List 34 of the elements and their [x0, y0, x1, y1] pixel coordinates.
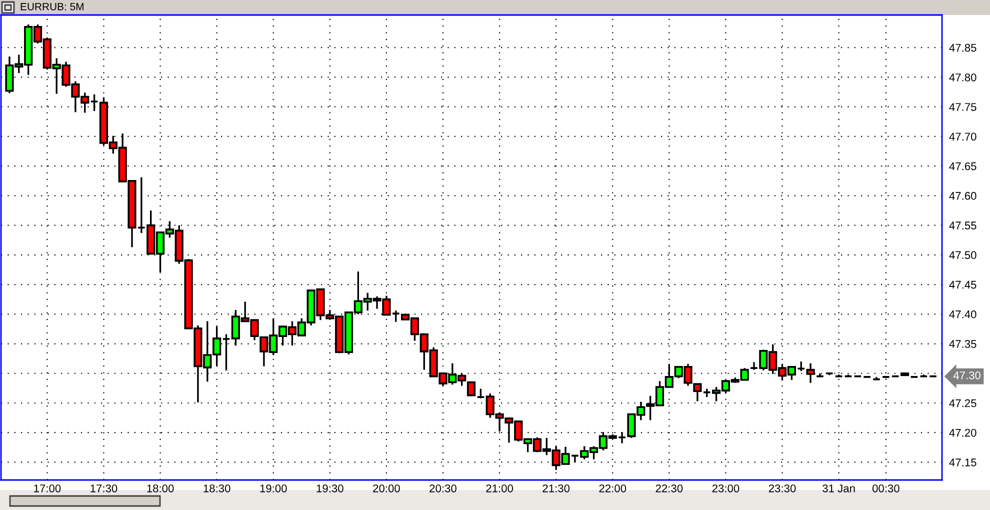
y-tick-label: 47.70	[949, 132, 976, 141]
x-tick-label: 23:00	[712, 484, 740, 492]
y-tick-label: 47.50	[949, 251, 976, 260]
x-tick-label: 22:00	[599, 484, 626, 492]
y-tick-label: 47.45	[949, 280, 976, 289]
x-tick-label: 23:30	[768, 484, 796, 492]
x-tick-label: 21:00	[486, 484, 514, 492]
x-tick-label: 17:00	[34, 484, 61, 492]
x-tick-label: 19:00	[260, 484, 287, 492]
y-tick-label: 47.15	[949, 458, 976, 466]
x-tick-label: 20:30	[430, 484, 456, 492]
y-tick-label: 47.60	[949, 192, 976, 200]
x-tick-label: 21:30	[542, 484, 570, 492]
x-tick-label: 20:00	[373, 484, 400, 492]
chart-title: EURRUB: 5M	[20, 3, 84, 10]
text: 47.30	[953, 371, 980, 380]
y-tick-label: 47.25	[949, 399, 976, 408]
y-tick-label: 47.20	[949, 428, 976, 437]
x-tick-label: 00:30	[872, 484, 900, 492]
x-tick-label: 17:30	[90, 484, 118, 492]
y-tick-label: 47.85	[949, 44, 976, 52]
x-tick-label: 18:30	[204, 484, 230, 492]
y-tick-label: 47.65	[949, 162, 976, 170]
candlestick	[476, 388, 485, 400]
y-tick-label: 47.35	[949, 340, 976, 348]
y-tick-label: 47.80	[949, 73, 976, 82]
x-tick-label: 19:30	[316, 484, 344, 492]
x-tick-label: 22:30	[656, 484, 683, 492]
x-tick-label: 31 Jan	[822, 484, 855, 492]
candlestick	[466, 381, 476, 396]
y-tick-label: 47.55	[949, 222, 976, 230]
y-tick-label: 47.75	[949, 103, 976, 111]
y-tick-label: 47.40	[949, 310, 976, 318]
x-tick-label: 18:00	[147, 484, 174, 492]
